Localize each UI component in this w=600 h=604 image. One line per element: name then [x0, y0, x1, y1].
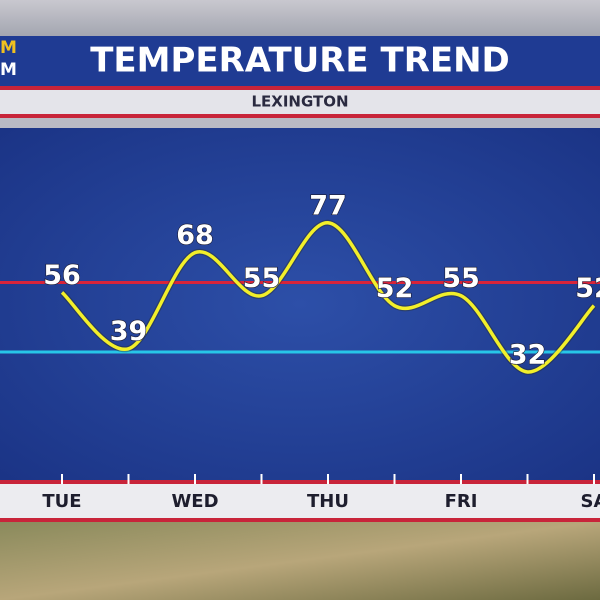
data-label: 52 — [376, 273, 414, 304]
plot-area — [0, 128, 600, 480]
data-label: 55 — [243, 263, 281, 294]
title-bar — [0, 36, 600, 86]
data-label: 39 — [110, 316, 148, 347]
x-tick-label: TUE — [42, 491, 81, 512]
data-label: 77 — [309, 190, 347, 221]
x-tick-label: THU — [307, 491, 349, 512]
x-tick-label: WED — [171, 491, 218, 512]
title: TEMPERATURE TREND — [90, 41, 510, 81]
data-label: 32 — [509, 339, 547, 370]
background — [0, 0, 600, 40]
logo-text: M — [0, 38, 17, 58]
background-photo — [0, 522, 600, 600]
data-label: 55 — [442, 263, 480, 294]
subtitle: LEXINGTON — [251, 93, 348, 111]
background — [0, 118, 600, 128]
divider — [0, 480, 600, 484]
x-tick-label: FRI — [445, 491, 478, 512]
data-label: 68 — [176, 220, 214, 251]
data-label: 52 — [575, 273, 600, 304]
data-label: 56 — [43, 260, 81, 291]
subtitle-bar — [0, 90, 600, 114]
divider — [0, 518, 600, 522]
x-axis-bar — [0, 484, 600, 518]
divider — [0, 86, 600, 90]
x-tick-label: SA — [581, 491, 600, 512]
divider — [0, 114, 600, 118]
logo-text: M — [0, 60, 17, 80]
temperature-line — [60, 221, 596, 374]
